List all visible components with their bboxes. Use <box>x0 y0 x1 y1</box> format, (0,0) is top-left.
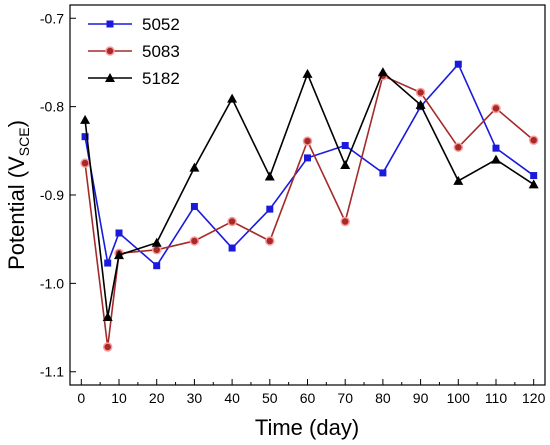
y-axis-label-close: ) <box>4 120 29 127</box>
data-point-5182 <box>151 237 162 247</box>
series-line-5083 <box>84 74 535 348</box>
series-line-5052 <box>84 62 535 267</box>
data-point-5182 <box>340 159 351 169</box>
data-point-5083 <box>227 216 237 227</box>
legend-marker-5182 <box>105 73 115 82</box>
x-tick-label: 50 <box>262 390 278 406</box>
legend: 5052 5083 5182 <box>88 15 180 88</box>
data-point-5083 <box>80 158 90 168</box>
data-point-5052 <box>454 60 462 68</box>
data-point-5052 <box>266 205 274 213</box>
data-point-5052 <box>341 142 349 150</box>
series-5083 <box>80 70 539 352</box>
data-point-5083 <box>453 142 464 153</box>
data-point-5182 <box>302 68 313 78</box>
data-point-5052 <box>228 244 236 252</box>
data-point-5052 <box>115 229 123 237</box>
data-point-5182 <box>453 175 464 185</box>
legend-marker-5052 <box>106 20 114 28</box>
y-axis-label-subscript: SCE <box>16 127 32 156</box>
data-point-5083 <box>415 87 426 98</box>
data-point-5052 <box>379 169 387 177</box>
x-tick-label: 40 <box>224 390 240 406</box>
x-tick-label: 0 <box>77 390 85 406</box>
data-point-5052 <box>492 144 500 152</box>
data-point-5052 <box>104 259 112 267</box>
data-point-5182 <box>264 171 275 181</box>
data-point-5083 <box>151 245 162 255</box>
series-5052 <box>81 60 538 270</box>
data-point-5083 <box>340 216 350 227</box>
x-tick-label: 90 <box>413 390 429 406</box>
y-axis-ticks: -1.1 -1.0 -0.9 -0.8 -0.7 <box>40 10 76 380</box>
data-point-5083 <box>528 135 539 145</box>
data-point-5182 <box>490 154 501 164</box>
x-tick-label: 70 <box>337 390 353 406</box>
data-point-5083 <box>302 136 313 146</box>
y-axis-label-main: Potential (V <box>4 156 29 270</box>
data-point-5182 <box>189 162 200 172</box>
x-tick-label: 60 <box>300 390 316 406</box>
x-tick-label: 30 <box>187 390 203 406</box>
x-tick-label: 20 <box>149 390 165 406</box>
data-point-5182 <box>377 67 388 77</box>
series-layer <box>80 60 539 352</box>
series-line-5182 <box>84 70 535 318</box>
y-tick-label: -1.0 <box>40 275 64 291</box>
data-point-5182 <box>114 250 125 260</box>
data-point-5052 <box>530 172 538 180</box>
plot-frame <box>69 4 546 386</box>
x-tick-label: 100 <box>447 390 471 406</box>
x-tick-label: 120 <box>522 390 546 406</box>
series-5182 <box>80 67 539 321</box>
data-point-5182 <box>227 93 238 103</box>
data-point-5083 <box>265 236 275 246</box>
data-point-5182 <box>80 114 91 124</box>
x-tick-label: 110 <box>485 390 508 406</box>
data-point-5182 <box>415 99 426 109</box>
y-axis-label: Potential (VSCE) <box>4 120 32 270</box>
data-point-5182 <box>102 311 113 321</box>
data-point-5182 <box>528 179 539 189</box>
y-tick-label: -1.1 <box>40 364 64 380</box>
x-tick-label: 80 <box>375 390 391 406</box>
data-point-5052 <box>304 154 311 162</box>
data-point-5083 <box>189 236 200 246</box>
x-axis-ticks: 0 10 20 30 40 50 60 70 80 90 100 110 120 <box>77 379 546 406</box>
legend-marker-5083 <box>105 46 115 56</box>
y-tick-label: -0.9 <box>40 187 64 203</box>
legend-label-5052: 5052 <box>142 15 180 34</box>
data-point-5083 <box>491 103 501 114</box>
data-point-5052 <box>190 202 198 210</box>
x-axis-label: Time (day) <box>255 415 359 440</box>
y-tick-label: -0.7 <box>40 10 64 26</box>
legend-label-5182: 5182 <box>142 69 180 88</box>
data-point-5052 <box>153 262 161 270</box>
data-point-5052 <box>81 133 89 141</box>
data-point-5083 <box>102 342 113 352</box>
legend-label-5083: 5083 <box>142 42 180 61</box>
x-tick-label: 10 <box>111 390 127 406</box>
y-tick-label: -0.8 <box>40 99 64 115</box>
